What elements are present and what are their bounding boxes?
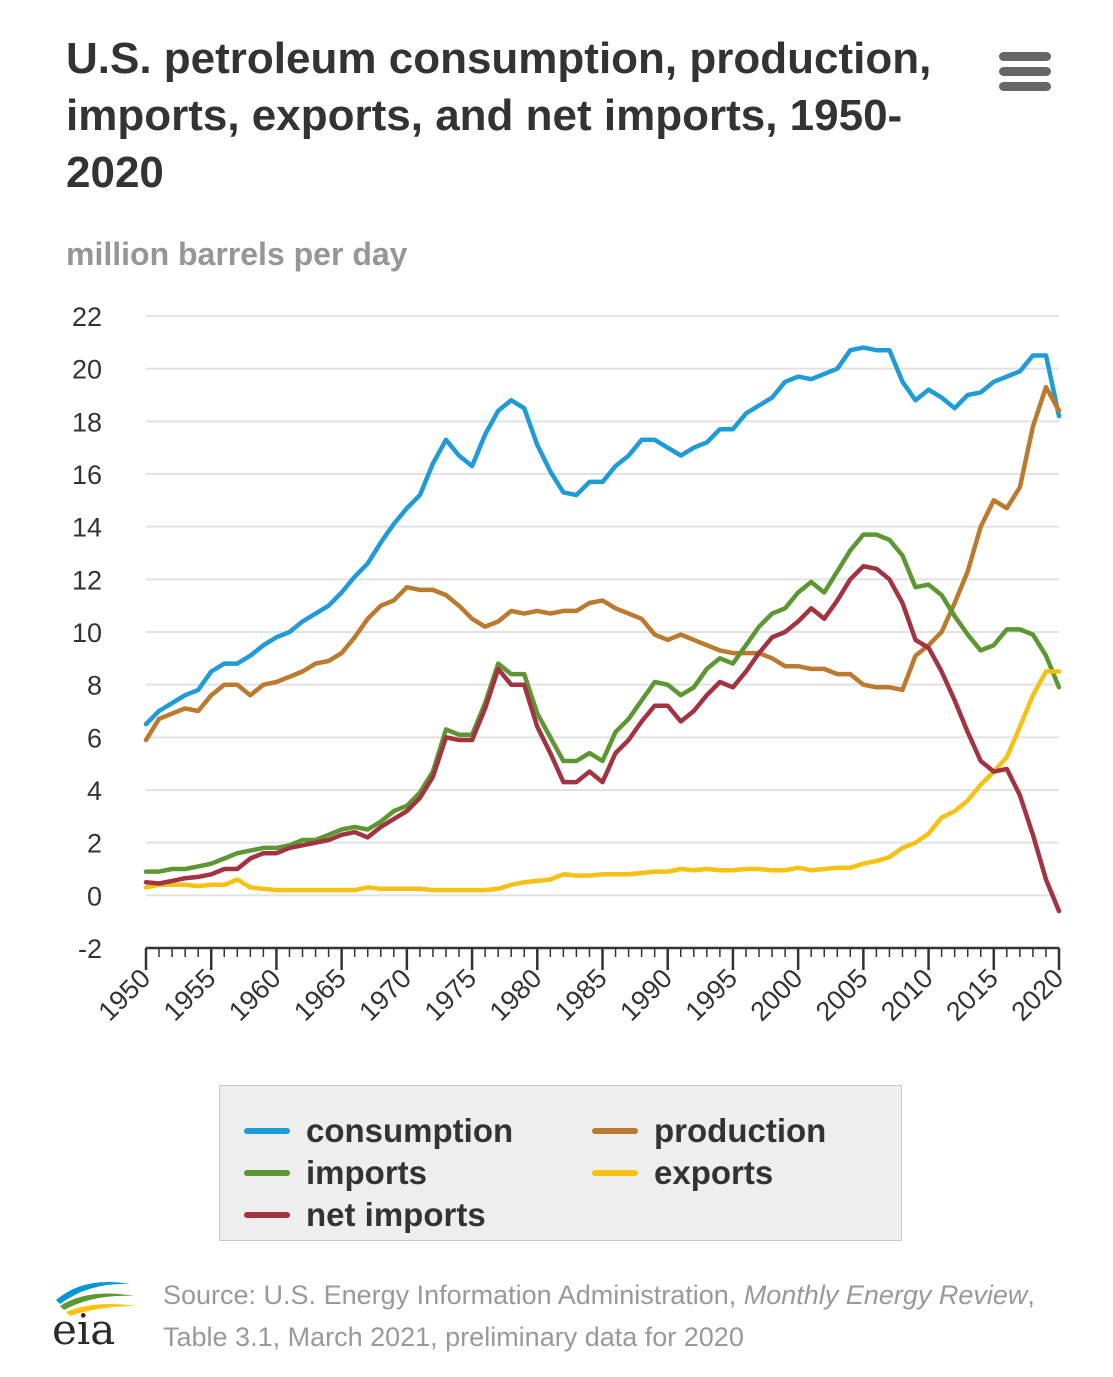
y-tick-label: 6: [87, 723, 102, 753]
eia-logo-swoosh-blue: [56, 1282, 130, 1304]
x-tick-label: 1990: [614, 963, 678, 1027]
x-tick-label: 1980: [484, 963, 548, 1027]
x-tick-label: 1955: [158, 963, 222, 1027]
legend-swatch: [244, 1212, 290, 1218]
x-tick-label: 2020: [1006, 963, 1070, 1027]
source-note: Source: U.S. Energy Information Administ…: [163, 1274, 1063, 1358]
y-tick-label: 16: [72, 460, 102, 490]
legend-swatch: [244, 1128, 290, 1134]
series-line-exports: [143, 669, 1062, 893]
legend-swatch: [592, 1170, 638, 1176]
x-tick-label: 1995: [679, 963, 743, 1027]
legend-label: net imports: [306, 1196, 486, 1233]
eia-logo-icon: eia: [52, 1282, 136, 1350]
legend-item-production[interactable]: production: [592, 1112, 826, 1150]
x-tick-label: 2015: [940, 963, 1004, 1027]
y-tick-label: 4: [87, 776, 102, 806]
y-tick-label: 8: [87, 671, 102, 701]
y-tick-label: 10: [72, 618, 102, 648]
x-tick-label: 2000: [745, 963, 809, 1027]
eia-logo-swoosh-green: [60, 1293, 134, 1310]
legend-item-exports[interactable]: exports: [592, 1154, 773, 1192]
series-lines: [143, 345, 1062, 914]
hamburger-menu-icon: [999, 52, 1051, 61]
x-tick-label: 1985: [549, 963, 613, 1027]
legend-item-net-imports[interactable]: net imports: [244, 1196, 486, 1234]
y-tick-label: 22: [72, 302, 102, 332]
hamburger-menu-icon-bar: [999, 67, 1051, 76]
y-tick-label: -2: [78, 934, 102, 964]
source-publication: Monthly Energy Review: [743, 1280, 1028, 1310]
source-suffix: , Table 3.1, March 2021, preliminary dat…: [163, 1280, 1035, 1352]
eia-logo-text: eia: [52, 1305, 115, 1350]
source-prefix: Source: U.S. Energy Information Administ…: [163, 1280, 737, 1310]
x-tick-label: 1960: [223, 963, 287, 1027]
legend-swatch: [244, 1170, 290, 1176]
series-line-consumption: [143, 345, 1062, 727]
x-tick-label: 1975: [419, 963, 483, 1027]
legend-label: imports: [306, 1154, 428, 1191]
chart-title: U.S. petroleum consumption, production, …: [66, 34, 932, 197]
y-tick-label: 12: [72, 565, 102, 595]
legend-swatch: [592, 1128, 638, 1134]
legend-label: exports: [654, 1154, 774, 1191]
y-axis-unit-label: million barrels per day: [66, 236, 408, 272]
x-tick-label: 1965: [288, 963, 352, 1027]
legend-item-imports[interactable]: imports: [244, 1154, 427, 1192]
y-tick-label: 20: [72, 355, 102, 385]
y-tick-label: 0: [87, 881, 102, 911]
x-tick-label: 2005: [810, 963, 874, 1027]
y-tick-label: 14: [72, 513, 102, 543]
hamburger-menu-icon-bar: [999, 82, 1051, 91]
legend-label: consumption: [306, 1112, 514, 1149]
legend: consumption production imports exports net i…: [219, 1085, 902, 1241]
series-line-net-imports: [143, 563, 1062, 914]
gridlines: [146, 315, 1059, 897]
legend-item-consumption[interactable]: consumption: [244, 1112, 513, 1150]
x-tick-label: 1950: [93, 963, 157, 1027]
eia-logo-swoosh-yellow: [66, 1304, 136, 1316]
hamburger-menu-button[interactable]: [996, 50, 1054, 94]
legend-label: production: [654, 1112, 827, 1149]
series-line-production: [143, 384, 1062, 743]
y-tick-label: 2: [87, 829, 102, 859]
series-line-imports: [143, 532, 1062, 874]
y-tick-label: 18: [72, 407, 102, 437]
x-tick-label: 1970: [353, 963, 417, 1027]
x-tick-label: 2010: [875, 963, 939, 1027]
